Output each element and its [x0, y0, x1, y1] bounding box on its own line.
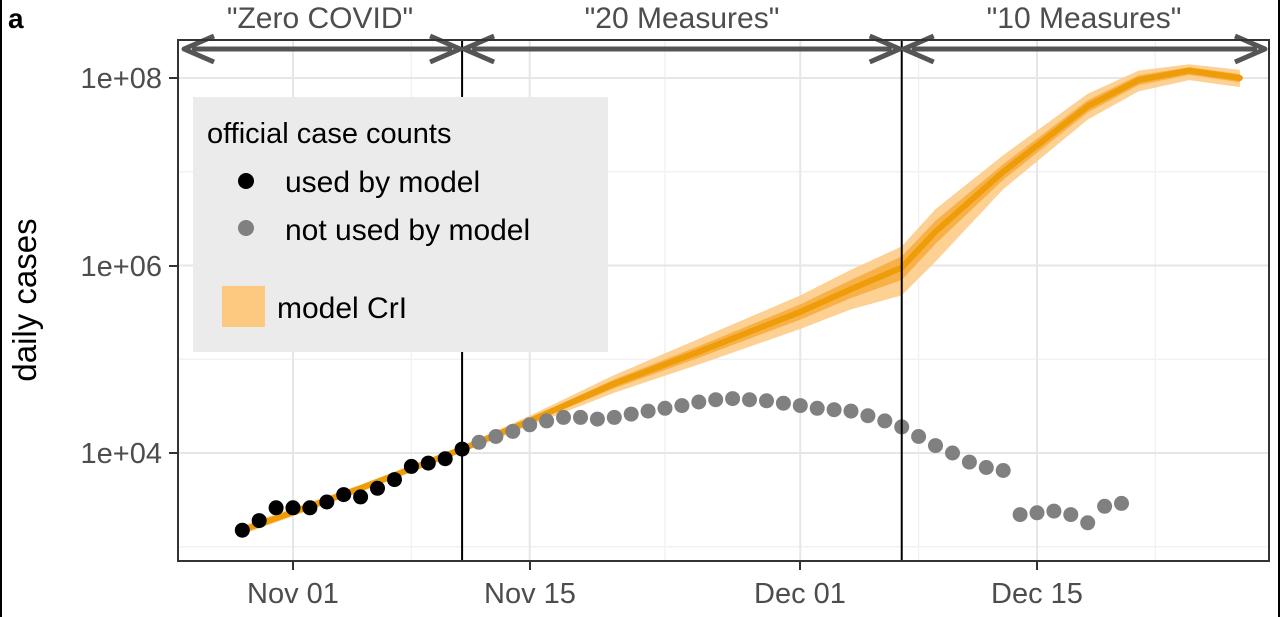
y-axis: 1e+04 1e+06 1e+08 — [81, 63, 178, 470]
panel-letter: a — [8, 3, 24, 34]
not-used-by-model-point — [640, 403, 656, 419]
x-tick-label: Dec 15 — [991, 578, 1083, 610]
not-used-by-model-point — [539, 413, 555, 429]
not-used-by-model-point — [809, 400, 825, 416]
used-by-model-point — [302, 500, 318, 516]
not-used-by-model-point — [826, 402, 842, 418]
not-used-by-model-point — [606, 409, 622, 425]
used-by-model-point — [420, 455, 436, 471]
used-by-model-point — [251, 513, 267, 529]
used-by-model-point — [403, 458, 419, 474]
legend-key-not-used-by-model — [238, 220, 254, 236]
not-used-by-model-point — [1080, 515, 1096, 531]
legend: official case counts used by model not u… — [193, 97, 608, 352]
not-used-by-model-point — [759, 393, 774, 409]
not-used-by-model-point — [860, 408, 876, 424]
y-tick-label: 1e+06 — [81, 251, 162, 283]
used-by-model-point — [234, 522, 250, 538]
legend-key-model-cri — [222, 286, 265, 327]
not-used-by-model-point — [1063, 507, 1079, 523]
not-used-by-model-point — [877, 413, 893, 429]
used-by-model-point — [437, 451, 453, 467]
phase-label-20-measures: "20 Measures" — [585, 2, 780, 35]
not-used-by-model-point — [995, 463, 1011, 478]
not-used-by-model-point — [488, 429, 504, 444]
not-used-by-model-point — [945, 445, 960, 461]
legend-key-used-by-model — [238, 173, 254, 189]
x-tick-label: Dec 01 — [754, 578, 846, 610]
used-by-model-point — [268, 500, 284, 516]
not-used-by-model-point — [623, 406, 639, 422]
not-used-by-model-point — [978, 460, 994, 475]
not-used-by-model-point — [573, 409, 588, 425]
used-by-model-point — [370, 480, 385, 496]
not-used-by-model-point — [1097, 498, 1113, 514]
phase-label-10-measures: "10 Measures" — [987, 2, 1182, 35]
not-used-by-model-point — [471, 434, 487, 450]
not-used-by-model-point — [674, 398, 690, 414]
phase-arrows — [181, 33, 1268, 65]
used-by-model-point — [319, 494, 335, 510]
plot-border — [177, 39, 1270, 562]
not-used-by-model-point — [1046, 503, 1062, 519]
legend-label-model-cri: model CrI — [277, 292, 407, 325]
not-used-by-model-point — [1114, 495, 1129, 511]
not-used-by-model-point — [589, 411, 605, 427]
legend-title: official case counts — [207, 118, 452, 150]
used-by-model-point — [336, 487, 352, 503]
legend-label-not-used-by-model: not used by model — [285, 214, 530, 247]
x-tick-label: Nov 01 — [247, 578, 339, 610]
not-used-by-model-point — [691, 394, 707, 410]
not-used-by-model-point — [556, 409, 571, 425]
not-used-by-model-point — [928, 438, 943, 454]
not-used-by-model-point — [657, 400, 673, 416]
phase-label-zero-covid: "Zero COVID" — [227, 2, 413, 35]
used-by-model-point — [387, 472, 402, 488]
not-used-by-model-point — [742, 392, 757, 408]
y-axis-title: daily cases — [6, 218, 43, 381]
not-used-by-model-point — [505, 423, 521, 439]
not-used-by-model-point — [911, 429, 927, 444]
y-tick-label: 1e+08 — [81, 63, 162, 95]
used-by-model-point — [285, 500, 301, 516]
not-used-by-model-point — [1029, 505, 1045, 521]
not-used-by-model-point — [843, 403, 859, 419]
not-used-by-model-point — [775, 395, 791, 411]
x-tick-label: Nov 15 — [484, 578, 576, 610]
used-by-model-point — [353, 489, 369, 505]
x-axis: Nov 01 Nov 15 Dec 01 Dec 15 — [247, 561, 1083, 610]
points-layer — [234, 391, 1129, 538]
not-used-by-model-point — [708, 392, 724, 408]
not-used-by-model-point — [792, 398, 808, 414]
not-used-by-model-point — [725, 391, 741, 407]
not-used-by-model-point — [1012, 507, 1028, 523]
legend-label-used-by-model: used by model — [285, 166, 480, 199]
not-used-by-model-point — [522, 417, 538, 433]
y-tick-label: 1e+04 — [81, 438, 162, 470]
not-used-by-model-point — [961, 454, 977, 470]
